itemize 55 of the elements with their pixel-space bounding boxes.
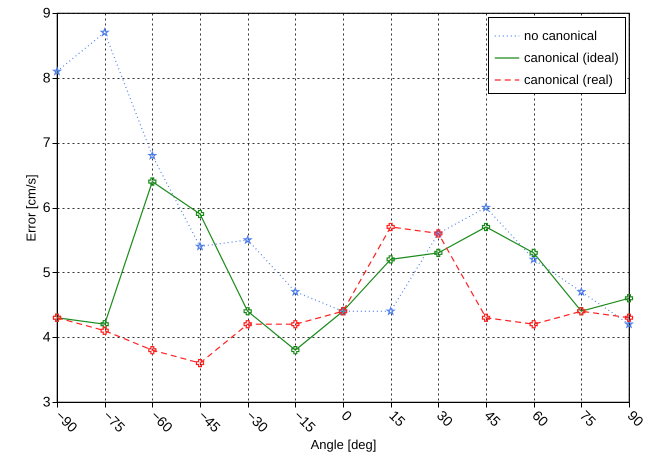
x-tick-label: 60	[529, 407, 552, 430]
x-tick-label: 90	[624, 407, 648, 430]
point	[386, 255, 395, 264]
point	[530, 320, 538, 328]
x-tick-label: 30	[434, 407, 456, 430]
x-tick-label: 0	[338, 407, 356, 424]
point	[196, 242, 204, 250]
point	[624, 314, 634, 322]
point	[625, 320, 633, 328]
y-tick-label: 7	[42, 134, 51, 150]
y-tick-label: 5	[42, 264, 51, 280]
legend-label: no canonical	[524, 28, 598, 43]
point	[291, 320, 300, 328]
point	[386, 307, 395, 315]
x-tick-label: −30	[243, 407, 272, 436]
point	[100, 320, 109, 328]
x-tick-label: 75	[576, 407, 600, 430]
point	[291, 346, 300, 354]
point	[244, 236, 252, 244]
x-tick-label: 15	[386, 407, 409, 430]
y-axis-title: Error [cm/s]	[24, 174, 39, 242]
legend-label: canonical (real)	[524, 72, 613, 87]
y-tick-label: 9	[42, 4, 51, 20]
x-axis-title: Angle [deg]	[310, 437, 376, 452]
legend-label: canonical (ideal)	[524, 50, 619, 65]
point	[624, 294, 634, 302]
x-tick-label: 45	[482, 407, 504, 430]
point	[148, 177, 156, 186]
point	[530, 248, 538, 258]
y-tick-label: 8	[42, 69, 51, 86]
point	[482, 203, 490, 211]
point	[386, 222, 395, 232]
x-tick-label: −75	[100, 407, 128, 436]
point	[434, 248, 442, 258]
point	[577, 288, 586, 296]
x-tick-label: −45	[196, 407, 224, 436]
point	[244, 307, 252, 316]
point	[482, 222, 490, 232]
point	[291, 288, 300, 296]
point	[244, 320, 252, 328]
point	[148, 151, 156, 160]
point	[482, 314, 490, 322]
x-tick-label: −15	[290, 407, 320, 436]
point	[100, 326, 109, 335]
x-tick-label: −90	[52, 407, 81, 436]
point	[100, 28, 109, 36]
point	[196, 358, 204, 368]
x-tick-label: −60	[148, 407, 176, 436]
point	[530, 255, 538, 263]
point	[148, 346, 156, 354]
point	[53, 67, 61, 75]
point	[196, 210, 204, 218]
y-tick-label: 4	[42, 328, 51, 345]
y-tick-label: 6	[42, 199, 51, 215]
y-tick-label: 3	[42, 394, 51, 410]
